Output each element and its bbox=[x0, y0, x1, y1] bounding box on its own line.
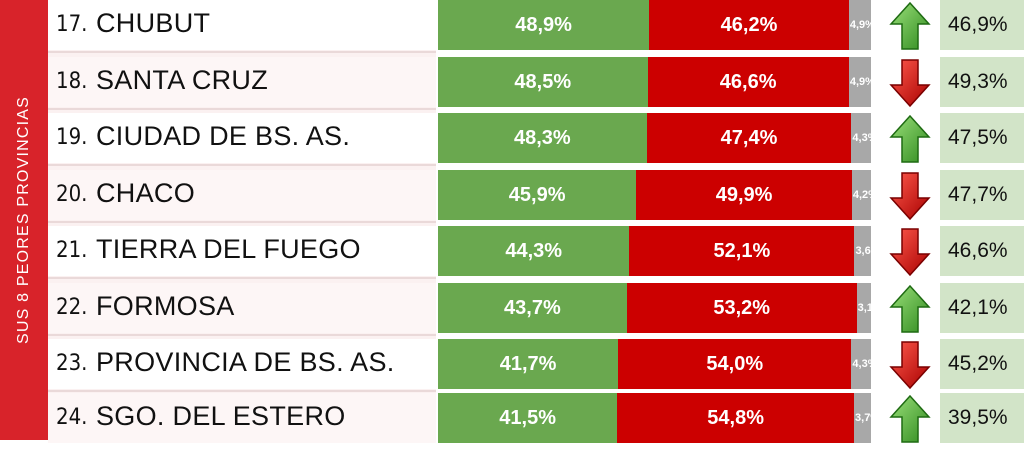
row-background bbox=[48, 0, 436, 50]
value-label: 49,3% bbox=[948, 70, 1008, 93]
stacked-bar: 48,5%46,6%4,9% bbox=[438, 57, 871, 107]
row-divider bbox=[48, 51, 436, 53]
arrow-down-icon bbox=[888, 170, 932, 221]
bar-segment-green: 43,7% bbox=[438, 283, 627, 333]
rank-number: 21. bbox=[56, 238, 88, 263]
row-background bbox=[48, 393, 436, 443]
value-label: 47,7% bbox=[948, 183, 1008, 206]
bar-segment-gray: 3,7% bbox=[854, 393, 871, 443]
province-name: CHACO bbox=[96, 178, 196, 208]
stacked-bar: 43,7%53,2%3,1% bbox=[438, 283, 871, 333]
row-background bbox=[48, 57, 436, 107]
bar-segment-red: 54,0% bbox=[618, 339, 852, 389]
bar-segment-green: 48,5% bbox=[438, 57, 648, 107]
bar-segment-green: 41,5% bbox=[438, 393, 618, 443]
table-row: 19. CIUDAD DE BS. AS. 48,3%47,4%4,3% 47,5% bbox=[48, 113, 1024, 166]
province-name: SGO. DEL ESTERO bbox=[96, 401, 346, 431]
bar-segment-green: 48,9% bbox=[438, 0, 650, 50]
row-divider bbox=[48, 108, 436, 110]
province-name: SANTA CRUZ bbox=[96, 65, 269, 95]
bar-segment-red: 49,9% bbox=[636, 170, 852, 220]
bar-segment-green: 45,9% bbox=[438, 170, 637, 220]
province-name: TIERRA DEL FUEGO bbox=[96, 234, 361, 264]
row-divider bbox=[48, 221, 436, 223]
row-background bbox=[48, 226, 436, 276]
stacked-bar: 48,9%46,2%4,9% bbox=[438, 0, 871, 50]
bar-segment-green: 48,3% bbox=[438, 113, 647, 163]
rank-number: 17. bbox=[56, 12, 88, 37]
bar-segment-red: 52,1% bbox=[629, 226, 855, 276]
province-name: PROVINCIA DE BS. AS. bbox=[96, 347, 395, 377]
row-background bbox=[48, 339, 436, 389]
province-name: CHUBUT bbox=[96, 8, 211, 38]
bar-segment-gray: 3,1% bbox=[856, 283, 871, 333]
row-background bbox=[48, 283, 436, 333]
value-label: 39,5% bbox=[948, 406, 1008, 429]
row-background bbox=[48, 170, 436, 220]
province-name: FORMOSA bbox=[96, 291, 235, 321]
row-background bbox=[48, 113, 436, 163]
province-name: CIUDAD DE BS. AS. bbox=[96, 121, 351, 151]
arrow-up-icon bbox=[888, 0, 932, 50]
row-divider bbox=[48, 277, 436, 279]
arrow-up-icon bbox=[888, 393, 932, 443]
arrow-down-icon bbox=[888, 226, 932, 277]
rank-number: 23. bbox=[56, 351, 88, 376]
rank-number: 24. bbox=[56, 405, 88, 430]
value-cell: 46,9% bbox=[940, 0, 1024, 50]
value-cell: 49,3% bbox=[940, 57, 1024, 107]
value-cell: 46,6% bbox=[940, 226, 1024, 276]
table-row: 21. TIERRA DEL FUEGO 44,3%52,1%3,6% 46,6% bbox=[48, 226, 1024, 279]
value-cell: 42,1% bbox=[940, 283, 1024, 333]
bar-segment-gray: 4,2% bbox=[851, 170, 871, 220]
value-label: 46,6% bbox=[948, 239, 1008, 262]
table-row: 22. FORMOSA 43,7%53,2%3,1% 42,1% bbox=[48, 283, 1024, 336]
row-divider bbox=[48, 164, 436, 166]
side-band: SUS 8 PEORES PROVINCIAS bbox=[0, 0, 48, 440]
table-row: 17. CHUBUT 48,9%46,2%4,9% 46,9% bbox=[48, 0, 1024, 53]
value-label: 46,9% bbox=[948, 13, 1008, 36]
bar-segment-gray: 4,3% bbox=[851, 113, 871, 163]
rank-number: 20. bbox=[56, 182, 88, 207]
stacked-bar: 48,3%47,4%4,3% bbox=[438, 113, 871, 163]
rank-number: 19. bbox=[56, 125, 88, 150]
arrow-down-icon bbox=[888, 339, 932, 390]
rank-number: 18. bbox=[56, 69, 88, 94]
stacked-bar: 41,7%54,0%4,3% bbox=[438, 339, 871, 389]
value-cell: 39,5% bbox=[940, 393, 1024, 443]
table-row: 24. SGO. DEL ESTERO 41,5%54,8%3,7% 39,5% bbox=[48, 393, 1024, 443]
value-label: 42,1% bbox=[948, 296, 1008, 319]
value-label: 47,5% bbox=[948, 126, 1008, 149]
arrow-down-icon bbox=[888, 57, 932, 108]
rank-number: 22. bbox=[56, 295, 88, 320]
bar-segment-gray: 4,9% bbox=[848, 0, 871, 50]
value-cell: 47,7% bbox=[940, 170, 1024, 220]
row-divider bbox=[48, 390, 436, 392]
bar-segment-red: 54,8% bbox=[617, 393, 854, 443]
value-cell: 45,2% bbox=[940, 339, 1024, 389]
stacked-bar: 45,9%49,9%4,2% bbox=[438, 170, 871, 220]
bar-segment-red: 47,4% bbox=[646, 113, 852, 163]
stacked-bar: 41,5%54,8%3,7% bbox=[438, 393, 871, 443]
bar-segment-green: 44,3% bbox=[438, 226, 630, 276]
bar-segment-red: 46,2% bbox=[649, 0, 849, 50]
bar-segment-green: 41,7% bbox=[438, 339, 619, 389]
table-row: 18. SANTA CRUZ 48,5%46,6%4,9% 49,3% bbox=[48, 57, 1024, 110]
row-divider bbox=[48, 334, 436, 336]
arrow-up-icon bbox=[888, 283, 932, 333]
bar-segment-red: 53,2% bbox=[626, 283, 857, 333]
value-label: 45,2% bbox=[948, 352, 1008, 375]
bar-segment-red: 46,6% bbox=[647, 57, 849, 107]
table-row: 20. CHACO 45,9%49,9%4,2% 47,7% bbox=[48, 170, 1024, 223]
bar-segment-gray: 3,6% bbox=[854, 226, 871, 276]
table-row: 23. PROVINCIA DE BS. AS. 41,7%54,0%4,3% 45,… bbox=[48, 339, 1024, 392]
value-cell: 47,5% bbox=[940, 113, 1024, 163]
side-label: SUS 8 PEORES PROVINCIAS bbox=[15, 95, 32, 345]
stacked-bar: 44,3%52,1%3,6% bbox=[438, 226, 871, 276]
bar-segment-gray: 4,3% bbox=[851, 339, 871, 389]
bar-segment-gray: 4,9% bbox=[848, 57, 871, 107]
arrow-up-icon bbox=[888, 113, 932, 163]
